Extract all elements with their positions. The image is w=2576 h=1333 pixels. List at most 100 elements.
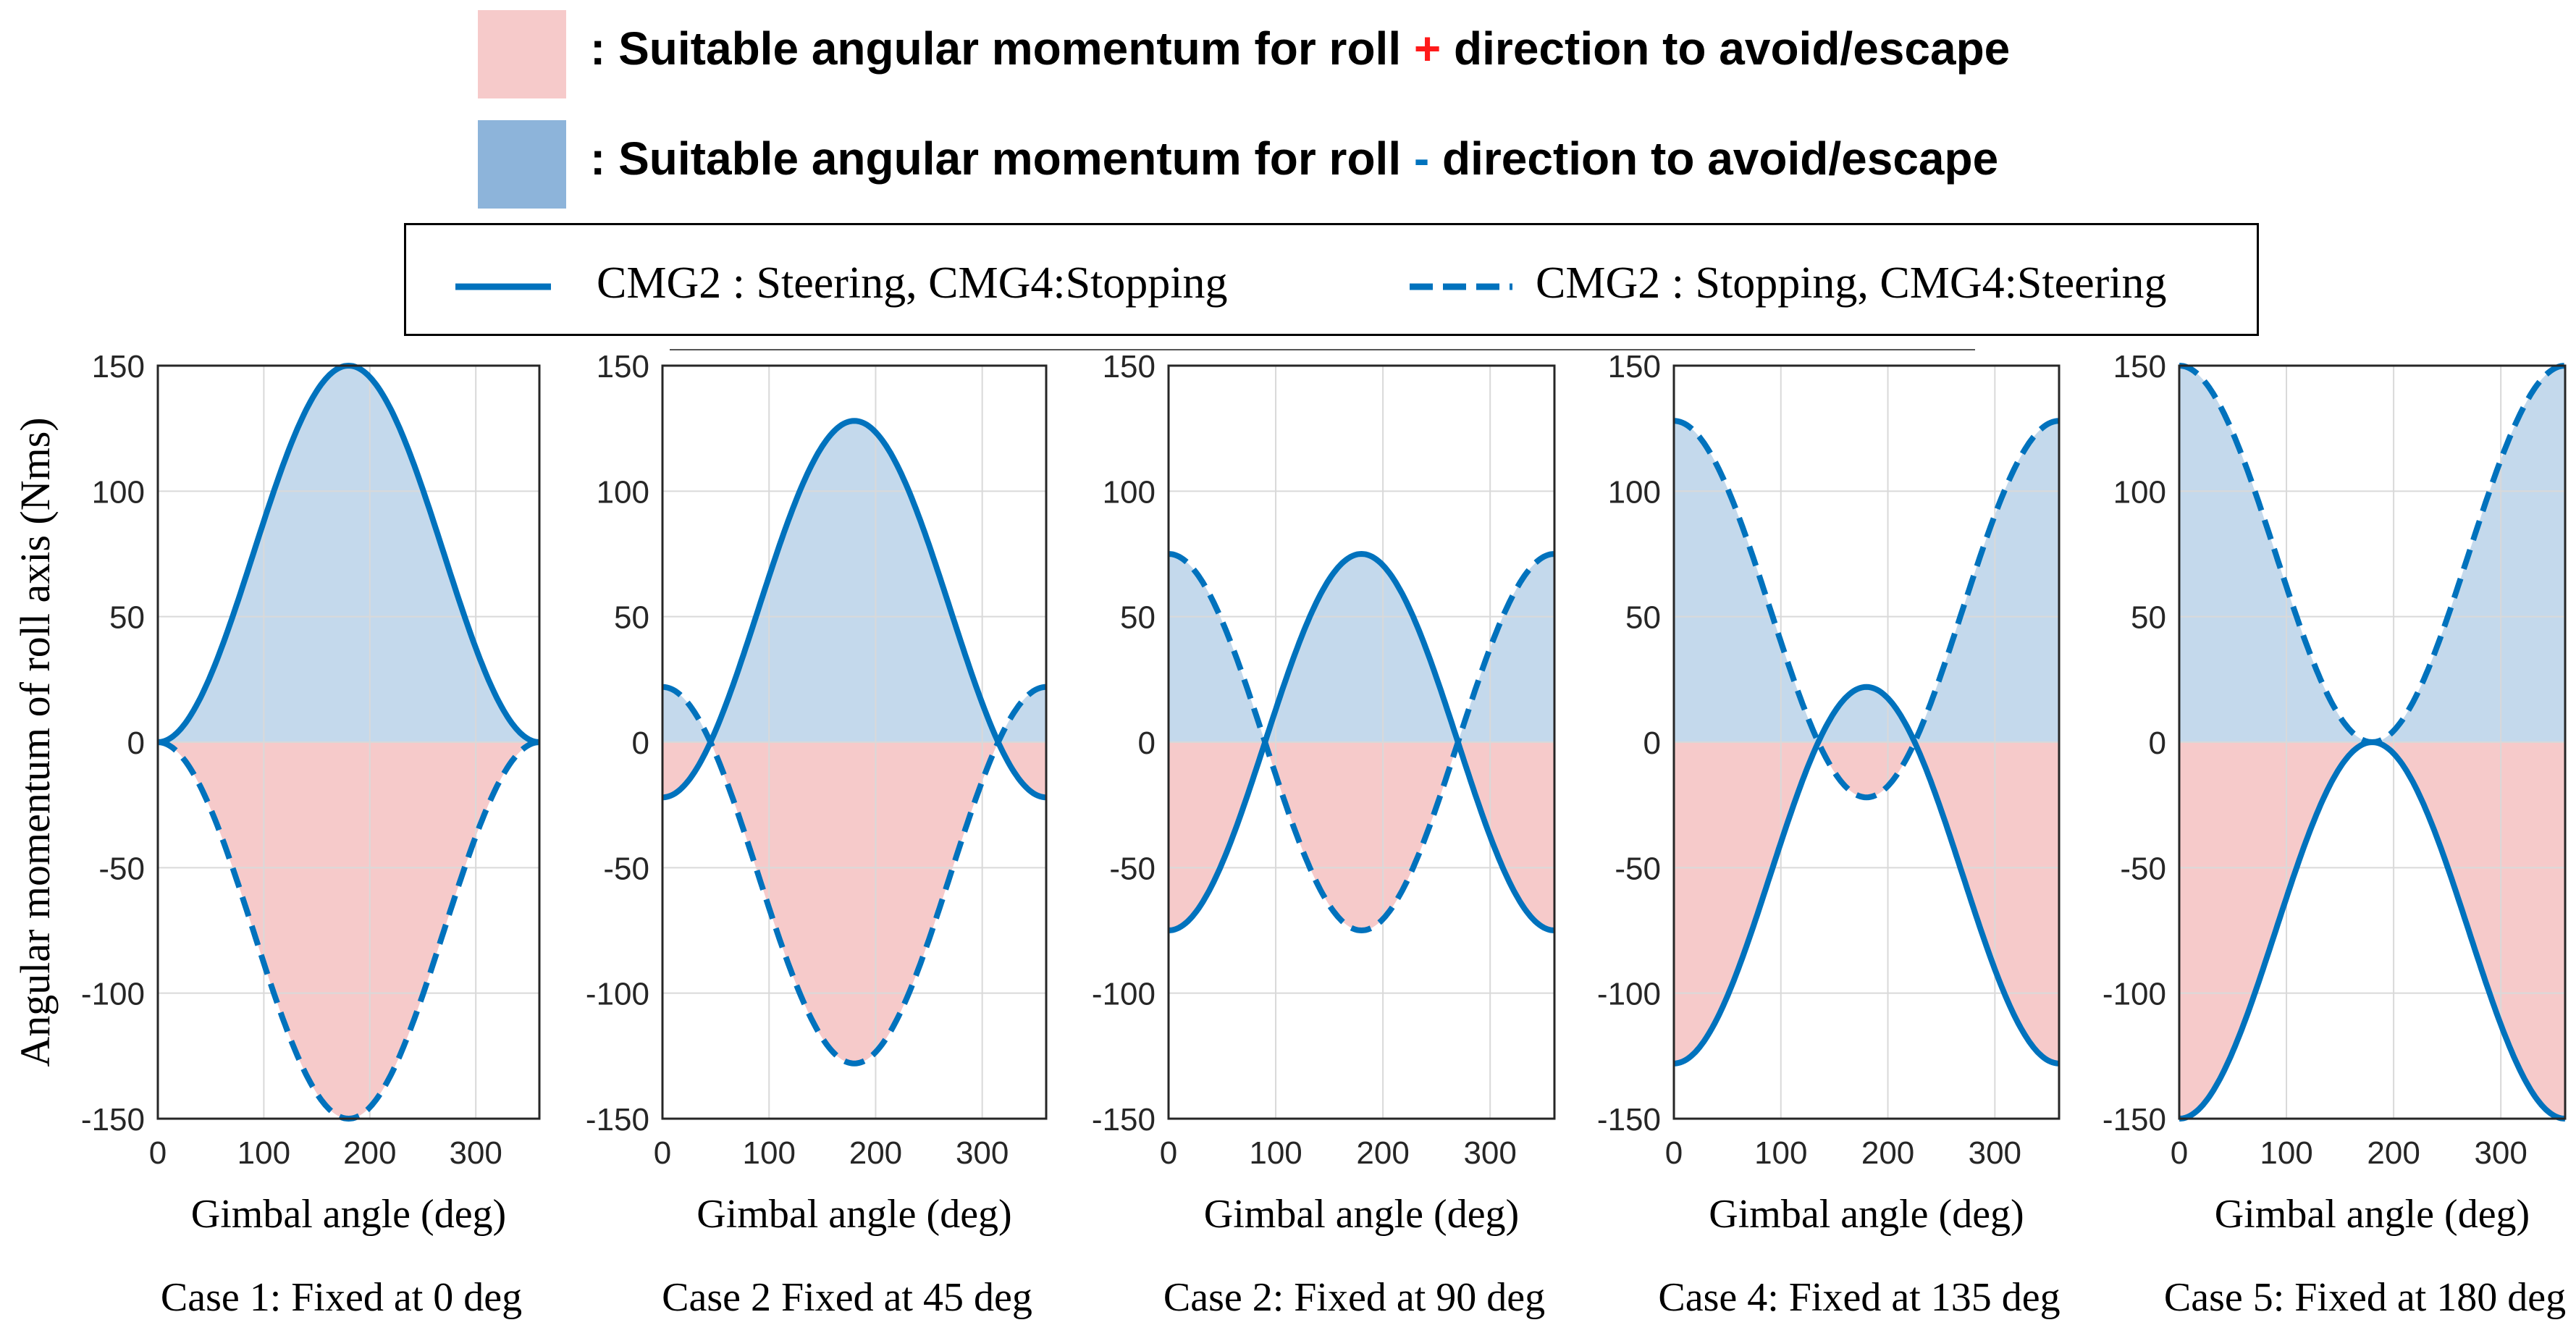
y-tick-label: 0 — [127, 726, 145, 761]
x-tick-label: 300 — [1463, 1135, 1516, 1171]
x-tick-label: 0 — [149, 1135, 167, 1171]
y-tick-label: -50 — [98, 851, 145, 886]
x-tick-label: 100 — [1754, 1135, 1807, 1171]
y-tick-label: 150 — [2113, 349, 2166, 384]
y-tick-label: 150 — [92, 349, 145, 384]
y-tick-label: -50 — [1109, 851, 1156, 886]
plot-frame — [1167, 364, 1556, 1120]
solid-series-line — [662, 418, 1047, 801]
dashed-series-line — [2179, 363, 2566, 746]
y-tick-label: 150 — [597, 349, 649, 384]
y-tick-label: 50 — [1120, 600, 1156, 636]
dashed-series-line — [1168, 551, 1555, 934]
x-axis-label: Gimbal angle (deg) — [191, 1192, 506, 1237]
solid-series-line — [1673, 684, 2060, 1067]
y-tick-label: 100 — [597, 474, 649, 510]
dashed-series-line — [1673, 418, 2060, 801]
plot-frame — [1672, 364, 2061, 1120]
x-tick-label: 0 — [2171, 1135, 2188, 1171]
x-tick-label: 0 — [1665, 1135, 1683, 1171]
case-title: Case 1: Fixed at 0 deg — [161, 1275, 522, 1320]
positive-roll-region — [2179, 742, 2565, 1119]
positive-roll-swatch — [478, 10, 566, 98]
line-legend-samples — [455, 283, 1512, 290]
case-title: Case 4: Fixed at 135 deg — [1658, 1275, 2060, 1320]
y-tick-label: 150 — [1608, 349, 1661, 384]
y-axis-label: Angular momentum of roll axis (Nms) — [12, 417, 59, 1067]
solid-line-label: CMG2 : Steering, CMG4:Stopping — [597, 258, 1228, 308]
plot-frame — [2178, 364, 2567, 1120]
y-tick-label: -150 — [1092, 1102, 1156, 1138]
positive-roll-region — [158, 742, 539, 1119]
y-tick-label: -100 — [81, 977, 145, 1012]
y-tick-label: -150 — [586, 1102, 649, 1138]
x-tick-label: 200 — [343, 1135, 396, 1171]
x-axis-label: Gimbal angle (deg) — [2215, 1192, 2530, 1237]
negative-roll-legend-suffix: direction to avoid/escape — [1429, 133, 1999, 185]
x-tick-label: 300 — [956, 1135, 1009, 1171]
y-tick-label: -100 — [1092, 977, 1156, 1012]
dashed-line-label: CMG2 : Stopping, CMG4:Steering — [1536, 258, 2167, 308]
x-tick-label: 300 — [2474, 1135, 2527, 1171]
x-axis-label: Gimbal angle (deg) — [696, 1192, 1011, 1237]
solid-series-line — [1168, 550, 1555, 933]
y-tick-label: 100 — [1608, 474, 1661, 510]
dashed-series-line — [662, 684, 1047, 1067]
y-tick-label: -150 — [81, 1102, 145, 1138]
plot-frame — [156, 364, 541, 1120]
positive-roll-region — [1169, 742, 1554, 930]
x-tick-label: 100 — [2260, 1135, 2312, 1171]
y-tick-label: 50 — [1625, 600, 1661, 636]
negative-roll-legend-prefix: : Suitable angular momentum for roll — [590, 133, 1414, 185]
x-tick-label: 300 — [449, 1135, 502, 1171]
y-tick-label: -50 — [603, 851, 649, 886]
negative-roll-region — [662, 421, 1046, 742]
positive-roll-legend: : Suitable angular momentum for roll + d… — [590, 22, 2010, 75]
x-tick-label: 100 — [1249, 1135, 1302, 1171]
line-legend-box: CMG2 : Steering, CMG4:Stopping CMG2 : St… — [404, 223, 2259, 336]
negative-roll-legend: : Suitable angular momentum for roll - d… — [590, 132, 1998, 185]
negative-roll-swatch — [478, 120, 566, 209]
x-tick-label: 100 — [743, 1135, 796, 1171]
x-tick-label: 0 — [654, 1135, 671, 1171]
y-tick-label: -100 — [586, 977, 649, 1012]
positive-roll-region — [662, 742, 1046, 1064]
y-tick-label: -100 — [2103, 977, 2166, 1012]
negative-roll-region — [2179, 366, 2565, 742]
x-tick-label: 100 — [237, 1135, 290, 1171]
positive-roll-legend-suffix: direction to avoid/escape — [1441, 22, 2011, 75]
y-tick-label: -50 — [2120, 851, 2166, 886]
negative-roll-region — [1169, 554, 1554, 742]
y-tick-label: 100 — [1103, 474, 1156, 510]
y-tick-label: 50 — [2131, 600, 2166, 636]
x-tick-label: 200 — [2367, 1135, 2420, 1171]
case-title: Case 5: Fixed at 180 deg — [2164, 1275, 2566, 1320]
negative-roll-region — [158, 366, 539, 742]
y-tick-label: 100 — [92, 474, 145, 510]
y-tick-label: -50 — [1615, 851, 1661, 886]
x-tick-label: 200 — [1861, 1135, 1914, 1171]
plus-sign: + — [1413, 22, 1441, 75]
y-tick-label: -100 — [1597, 977, 1661, 1012]
case-title: Case 2: Fixed at 90 deg — [1163, 1275, 1545, 1320]
minus-sign: - — [1413, 133, 1430, 185]
positive-roll-legend-prefix: : Suitable angular momentum for roll — [590, 22, 1414, 75]
plot-frame — [661, 364, 1048, 1120]
y-tick-label: 50 — [614, 600, 649, 636]
y-tick-label: 0 — [2149, 726, 2166, 761]
y-tick-label: 0 — [1643, 726, 1661, 761]
positive-roll-region — [1674, 742, 2059, 1064]
x-tick-label: 200 — [849, 1135, 902, 1171]
negative-roll-region — [1674, 421, 2059, 742]
x-tick-label: 200 — [1356, 1135, 1409, 1171]
y-tick-label: -150 — [2103, 1102, 2166, 1138]
y-tick-label: 0 — [1138, 726, 1156, 761]
y-tick-label: 150 — [1103, 349, 1156, 384]
case-title: Case 2 Fixed at 45 deg — [662, 1275, 1032, 1320]
